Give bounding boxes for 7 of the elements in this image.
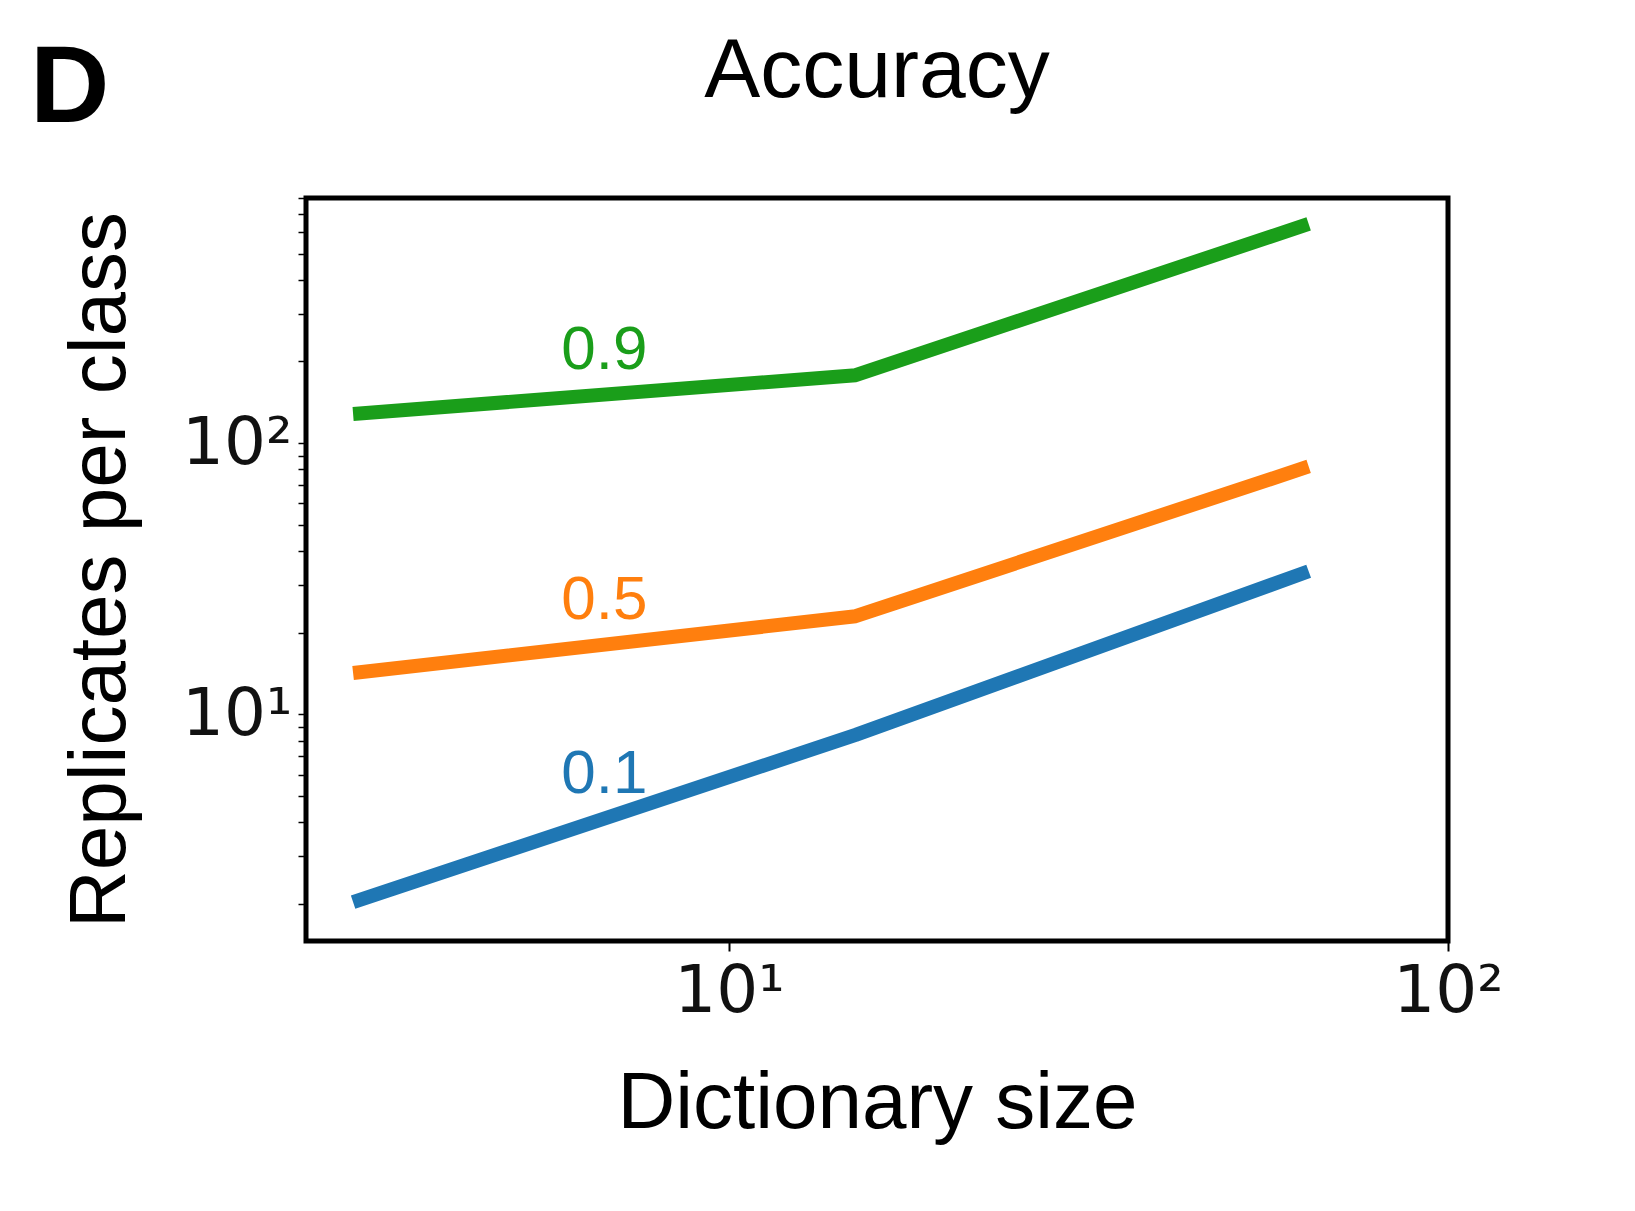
text: D <box>30 21 110 147</box>
series-label: 0.9 <box>561 312 648 382</box>
x-axis-title: Dictionary size <box>617 1055 1138 1145</box>
chart-title: Accuracy <box>704 21 1050 116</box>
series-label: 0.1 <box>561 736 648 806</box>
series-label: 0.5 <box>561 562 648 632</box>
y-axis-title: Replicates per class <box>53 212 143 928</box>
